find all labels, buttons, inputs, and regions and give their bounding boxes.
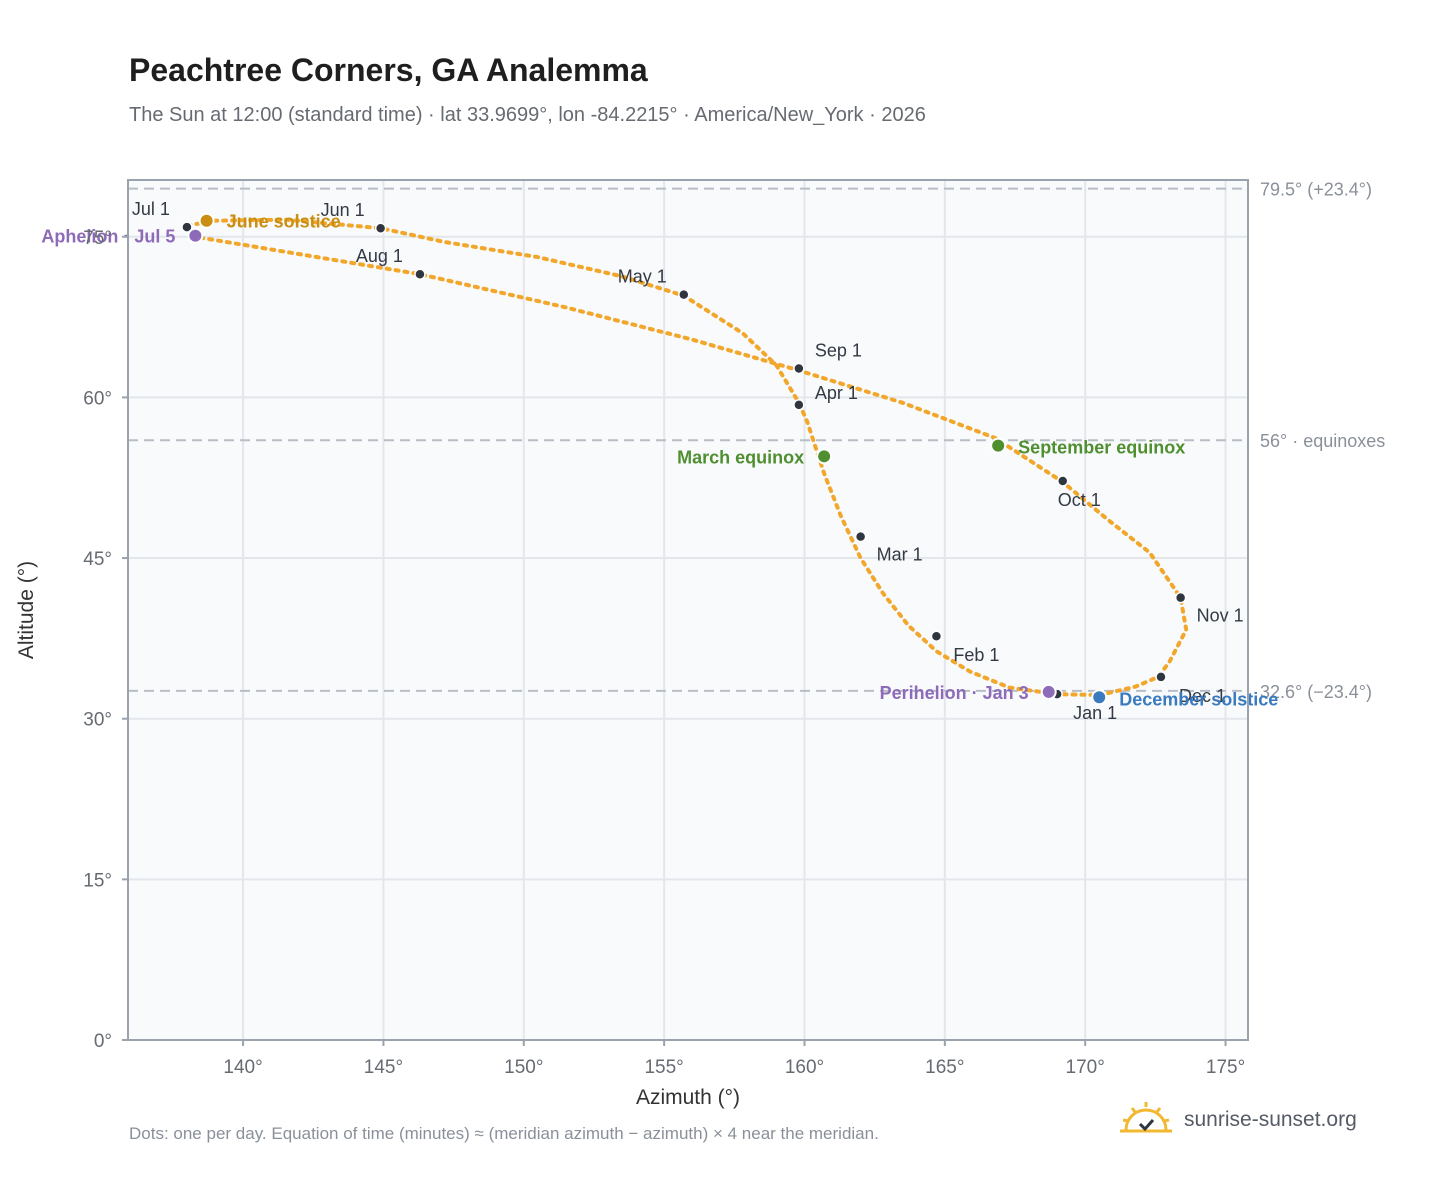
brand[interactable]: sunrise-sunset.org [1120,1100,1357,1140]
month-marker-label: Nov 1 [1197,606,1244,626]
month-markers: Jan 1 Feb 1 Mar 1 Apr 1 May 1 Jun 1 Jul 1 Aug 1… [132,199,1244,723]
event-marker [198,212,215,229]
x-tick-label: 150° [504,1057,543,1078]
y-tick-label: 60° [83,388,112,409]
month-marker [414,268,426,280]
month-marker [930,630,943,642]
event-marker-label: Aphelion · Jul 5 [41,227,175,247]
month-marker [181,221,193,233]
y-tick-label: 15° [83,870,112,891]
event-marker [816,448,833,465]
x-tick-label: 165° [925,1057,964,1078]
month-marker [678,288,690,301]
event-marker-label: Perihelion · Jan 3 [880,683,1029,703]
y-tick-label: 75° [83,228,112,249]
event-markers: June solstice Aphelion · Jul 5 March equin… [41,212,1278,710]
event-marker [187,227,204,244]
month-marker-label: Dec 1 [1179,686,1226,706]
brand-name: sunrise-sunset.org [1184,1108,1357,1131]
event-marker [1091,689,1108,706]
y-tick-label: 0° [94,1031,112,1052]
month-marker-label: Jul 1 [132,199,170,219]
month-marker-label: Oct 1 [1058,490,1101,510]
x-tick-label: 145° [364,1057,403,1078]
axes: 140° 145° 150° 155° 160° 165° 170° 175° 0° 15° 30°… [15,228,1245,1109]
footnote: Dots: one per day. Equation of time (min… [129,1124,879,1143]
x-tick-label: 140° [223,1057,262,1078]
month-marker [854,530,867,543]
event-marker [990,437,1007,454]
month-marker-label: May 1 [618,267,667,287]
x-axis-label: Azimuth (°) [636,1086,740,1109]
event-marker-label: September equinox [1018,438,1185,458]
plot-area [128,180,1248,1040]
chart-title: Peachtree Corners, GA Analemma [129,52,648,88]
month-marker-label: Jun 1 [321,200,365,220]
month-marker [1155,671,1167,683]
reference-line-label: 32.6° (−23.4°) [1260,682,1372,702]
reference-line-label: 79.5° (+23.4°) [1260,180,1372,200]
month-marker-label: Apr 1 [815,383,858,403]
month-marker-label: Feb 1 [953,645,999,665]
event-marker-label: December solstice [1119,689,1278,709]
month-marker-label: Mar 1 [877,545,923,565]
event-marker-label: June solstice [227,212,341,232]
sun-logo-icon [1120,1102,1172,1133]
analemma-curve [182,217,1189,698]
y-axis-label: Altitude (°) [15,561,38,659]
x-tick-label: 170° [1066,1057,1105,1078]
event-marker-label: March equinox [677,447,804,467]
x-tick-label: 160° [785,1057,824,1078]
y-tick-label: 30° [83,710,112,731]
month-marker [793,399,805,411]
month-marker [1174,591,1187,604]
y-tick-label: 45° [83,549,112,570]
plot-frame [127,179,1249,1041]
x-tick-label: 175° [1206,1057,1245,1078]
analemma-path [182,217,1189,698]
month-marker-label: Jan 1 [1073,703,1117,723]
chart-subtitle: The Sun at 12:00 (standard time) · lat 3… [129,104,926,126]
month-marker-label: Sep 1 [815,340,862,360]
reference-lines: 79.5° (+23.4°) 56° · equinoxes 32.6° (−23.… [128,180,1385,702]
event-marker [1040,683,1057,700]
month-marker [374,222,387,234]
month-marker [793,362,805,375]
month-marker-label: Aug 1 [356,246,403,266]
reference-line-label: 56° · equinoxes [1260,431,1385,451]
month-marker [1056,475,1069,487]
x-tick-label: 155° [644,1057,683,1078]
